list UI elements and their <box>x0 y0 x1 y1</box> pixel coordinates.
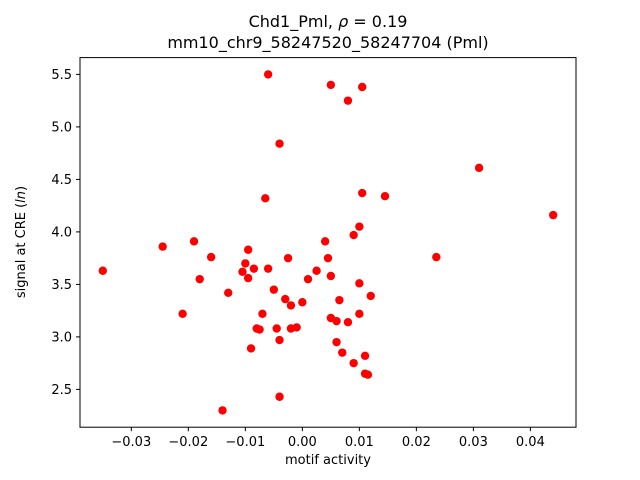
scatter-point <box>358 82 367 92</box>
y-tick-label: 3.0 <box>51 330 72 345</box>
scatter-point <box>380 192 390 201</box>
scatter-point <box>249 264 259 273</box>
chart-title-suffix: = 0.19 <box>348 12 407 31</box>
scatter-point <box>548 210 558 220</box>
y-axis-label-suffix: ) <box>14 186 29 191</box>
scatter-point <box>238 267 247 276</box>
chart-title-line2: mm10_chr9_58247520_58247704 (Pml) <box>167 33 488 53</box>
y-tick-label: 3.5 <box>51 278 72 293</box>
scatter-point <box>355 222 364 231</box>
y-axis-label: signal at CRE (ln) <box>14 186 29 298</box>
scatter-point <box>323 253 333 263</box>
x-tick-label: 0.01 <box>345 435 374 450</box>
scatter-point <box>218 406 227 415</box>
scatter-point <box>360 351 370 360</box>
scatter-point <box>332 316 341 326</box>
scatter-point <box>178 309 187 318</box>
scatter-point <box>206 252 216 262</box>
scatter-point <box>261 194 270 203</box>
scatter-point <box>263 70 273 79</box>
scatter-point <box>312 266 321 275</box>
scatter-point <box>338 348 347 357</box>
scatter-point <box>189 237 199 246</box>
x-tick-label: 0.02 <box>402 435 431 450</box>
scatter-point <box>349 358 358 368</box>
scatter-point <box>98 266 108 275</box>
scatter-point <box>246 344 256 353</box>
scatter-point <box>275 335 284 345</box>
scatter-point <box>363 370 373 379</box>
scatter-point <box>275 139 284 148</box>
plot-frame <box>79 57 577 428</box>
scatter-point <box>474 163 484 173</box>
y-axis-label-italic: ln <box>14 191 29 203</box>
scatter-point <box>283 253 293 263</box>
x-axis-label: motif activity <box>285 453 371 468</box>
scatter-point <box>286 301 296 310</box>
scatter-point <box>335 295 344 305</box>
scatter-point <box>263 264 273 273</box>
scatter-point <box>195 274 204 284</box>
scatter-point <box>349 230 358 240</box>
chart-title-prefix: Chd1_Pml, <box>249 12 339 32</box>
scatter-point <box>269 285 279 294</box>
y-axis-label-prefix: signal at CRE ( <box>14 203 29 298</box>
x-tick-label: −0.01 <box>225 435 265 450</box>
scatter-point <box>432 252 441 262</box>
y-tick-label: 4.0 <box>51 225 72 240</box>
x-tick-label: 0.04 <box>516 435 545 450</box>
scatter-point <box>332 337 341 347</box>
scatter-point <box>358 188 367 198</box>
scatter-point <box>255 325 264 334</box>
scatter-point <box>298 298 307 307</box>
scatter-point <box>292 323 301 332</box>
scatter-point <box>275 392 284 401</box>
x-tick-label: −0.02 <box>168 435 208 450</box>
x-tick-label: −0.03 <box>111 435 151 450</box>
y-tick-label: 5.5 <box>51 68 72 83</box>
scatter-point <box>241 259 250 268</box>
x-tick-label: 0.00 <box>288 435 317 450</box>
chart-title-line1: Chd1_Pml, ρ = 0.19 <box>249 12 408 32</box>
y-tick-label: 4.5 <box>51 173 72 188</box>
scatter-point <box>355 309 364 318</box>
chart-title-rho: ρ <box>338 12 348 31</box>
plot-area: −0.03 −0.02 −0.01 0.00 0.01 0.02 0.03 0.04 2.5 3.… <box>51 57 577 450</box>
scatter-point <box>243 245 253 254</box>
scatter-point <box>355 279 364 288</box>
scatter-point <box>320 237 330 246</box>
scatter-point <box>224 288 233 297</box>
scatter-point <box>366 291 375 301</box>
scatter-point <box>272 324 281 333</box>
scatter-point <box>326 271 336 281</box>
scatter-point <box>303 274 313 284</box>
scatter-point <box>258 309 267 318</box>
scatter-point <box>158 242 167 251</box>
y-tick-label: 5.0 <box>51 120 72 135</box>
scatter-point <box>243 273 253 283</box>
scatter-point <box>343 318 353 327</box>
y-tick-label: 2.5 <box>51 383 72 398</box>
scatter-point <box>281 294 290 304</box>
x-tick-label: 0.03 <box>459 435 488 450</box>
scatter-point <box>343 96 353 105</box>
scatter-point <box>326 80 336 90</box>
